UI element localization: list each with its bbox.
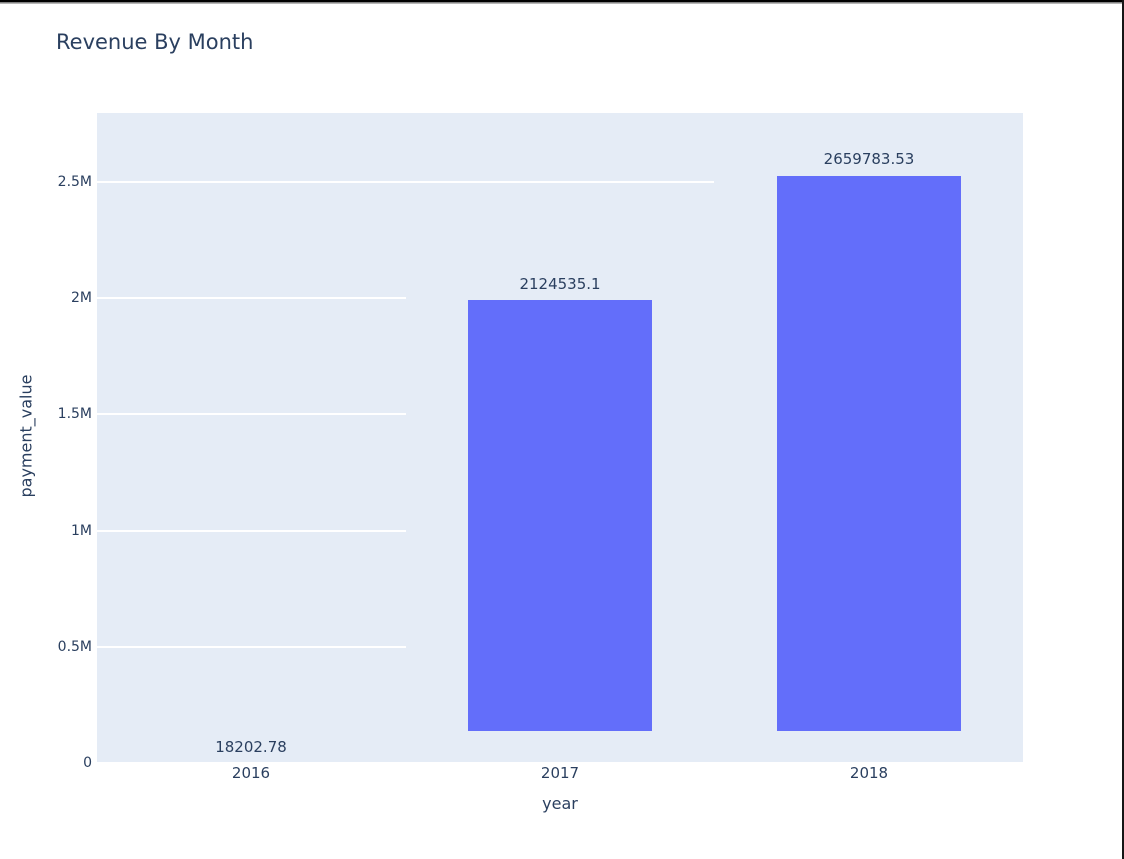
x-tick-label: 2016 [231, 764, 271, 782]
y-tick-label: 0 [83, 755, 92, 771]
y-tick-label: 1.5M [57, 406, 92, 422]
bar-2018[interactable] [777, 176, 961, 731]
y-axis-title: payment_value [16, 374, 36, 498]
bar-2017[interactable] [468, 300, 652, 731]
window-right-border [1122, 0, 1124, 859]
window-top-border [0, 0, 1124, 4]
chart-title: Revenue By Month [56, 30, 254, 54]
gridline-1M [97, 530, 406, 532]
x-tick-label: 2018 [849, 764, 889, 782]
gridline-0.5M [97, 646, 406, 648]
bar-value-label: 18202.78 [215, 737, 287, 756]
bar-value-label: 2124535.1 [519, 274, 601, 293]
y-tick-label: 2M [71, 290, 92, 306]
x-tick-label: 2017 [540, 764, 580, 782]
gridline-1.5M [97, 413, 406, 415]
y-tick-label: 0.5M [57, 639, 92, 655]
x-axis-title: year [542, 794, 578, 813]
y-tick-label: 1M [71, 523, 92, 539]
bar-value-label: 2659783.53 [823, 149, 915, 168]
y-tick-label: 2.5M [57, 174, 92, 190]
plot-area[interactable]: 18202.78 2124535.1 2659783.53 [97, 113, 1023, 762]
gridline-2.5M [97, 181, 714, 183]
gridline-2M [97, 297, 406, 299]
